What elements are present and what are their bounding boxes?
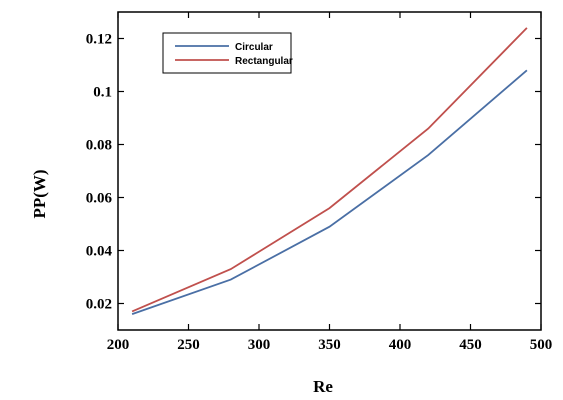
series-lines	[131, 27, 528, 315]
x-tick-label: 450	[459, 337, 482, 353]
x-axis-label: Re	[313, 377, 333, 396]
x-tick-label: 250	[177, 337, 200, 353]
x-tick-label: 200	[107, 337, 130, 353]
y-tick-label: 0.12	[86, 32, 112, 48]
legend-label-rectangular: Rectangular	[235, 56, 293, 67]
x-axis-ticks: 200 250 300 350 400 450 500	[107, 12, 553, 353]
series-line-circular	[131, 69, 528, 315]
series-line-rectangular	[131, 27, 528, 313]
y-axis-ticks: 0.02 0.04 0.06 0.08 0.1 0.12	[86, 32, 541, 313]
y-tick-label: 0.06	[86, 191, 113, 207]
y-axis-label: PP(W)	[30, 169, 49, 218]
legend-label-circular: Circular	[235, 42, 273, 53]
y-tick-label: 0.04	[86, 244, 113, 260]
x-tick-label: 350	[318, 337, 341, 353]
y-tick-label: 0.02	[86, 297, 112, 313]
y-tick-label: 0.08	[86, 138, 112, 154]
legend-box	[162, 32, 292, 74]
x-tick-label: 400	[389, 337, 412, 353]
x-tick-label: 300	[248, 337, 271, 353]
legend: Circular Rectangular	[162, 32, 293, 74]
x-tick-label: 500	[530, 337, 553, 353]
y-tick-label: 0.1	[93, 85, 112, 101]
